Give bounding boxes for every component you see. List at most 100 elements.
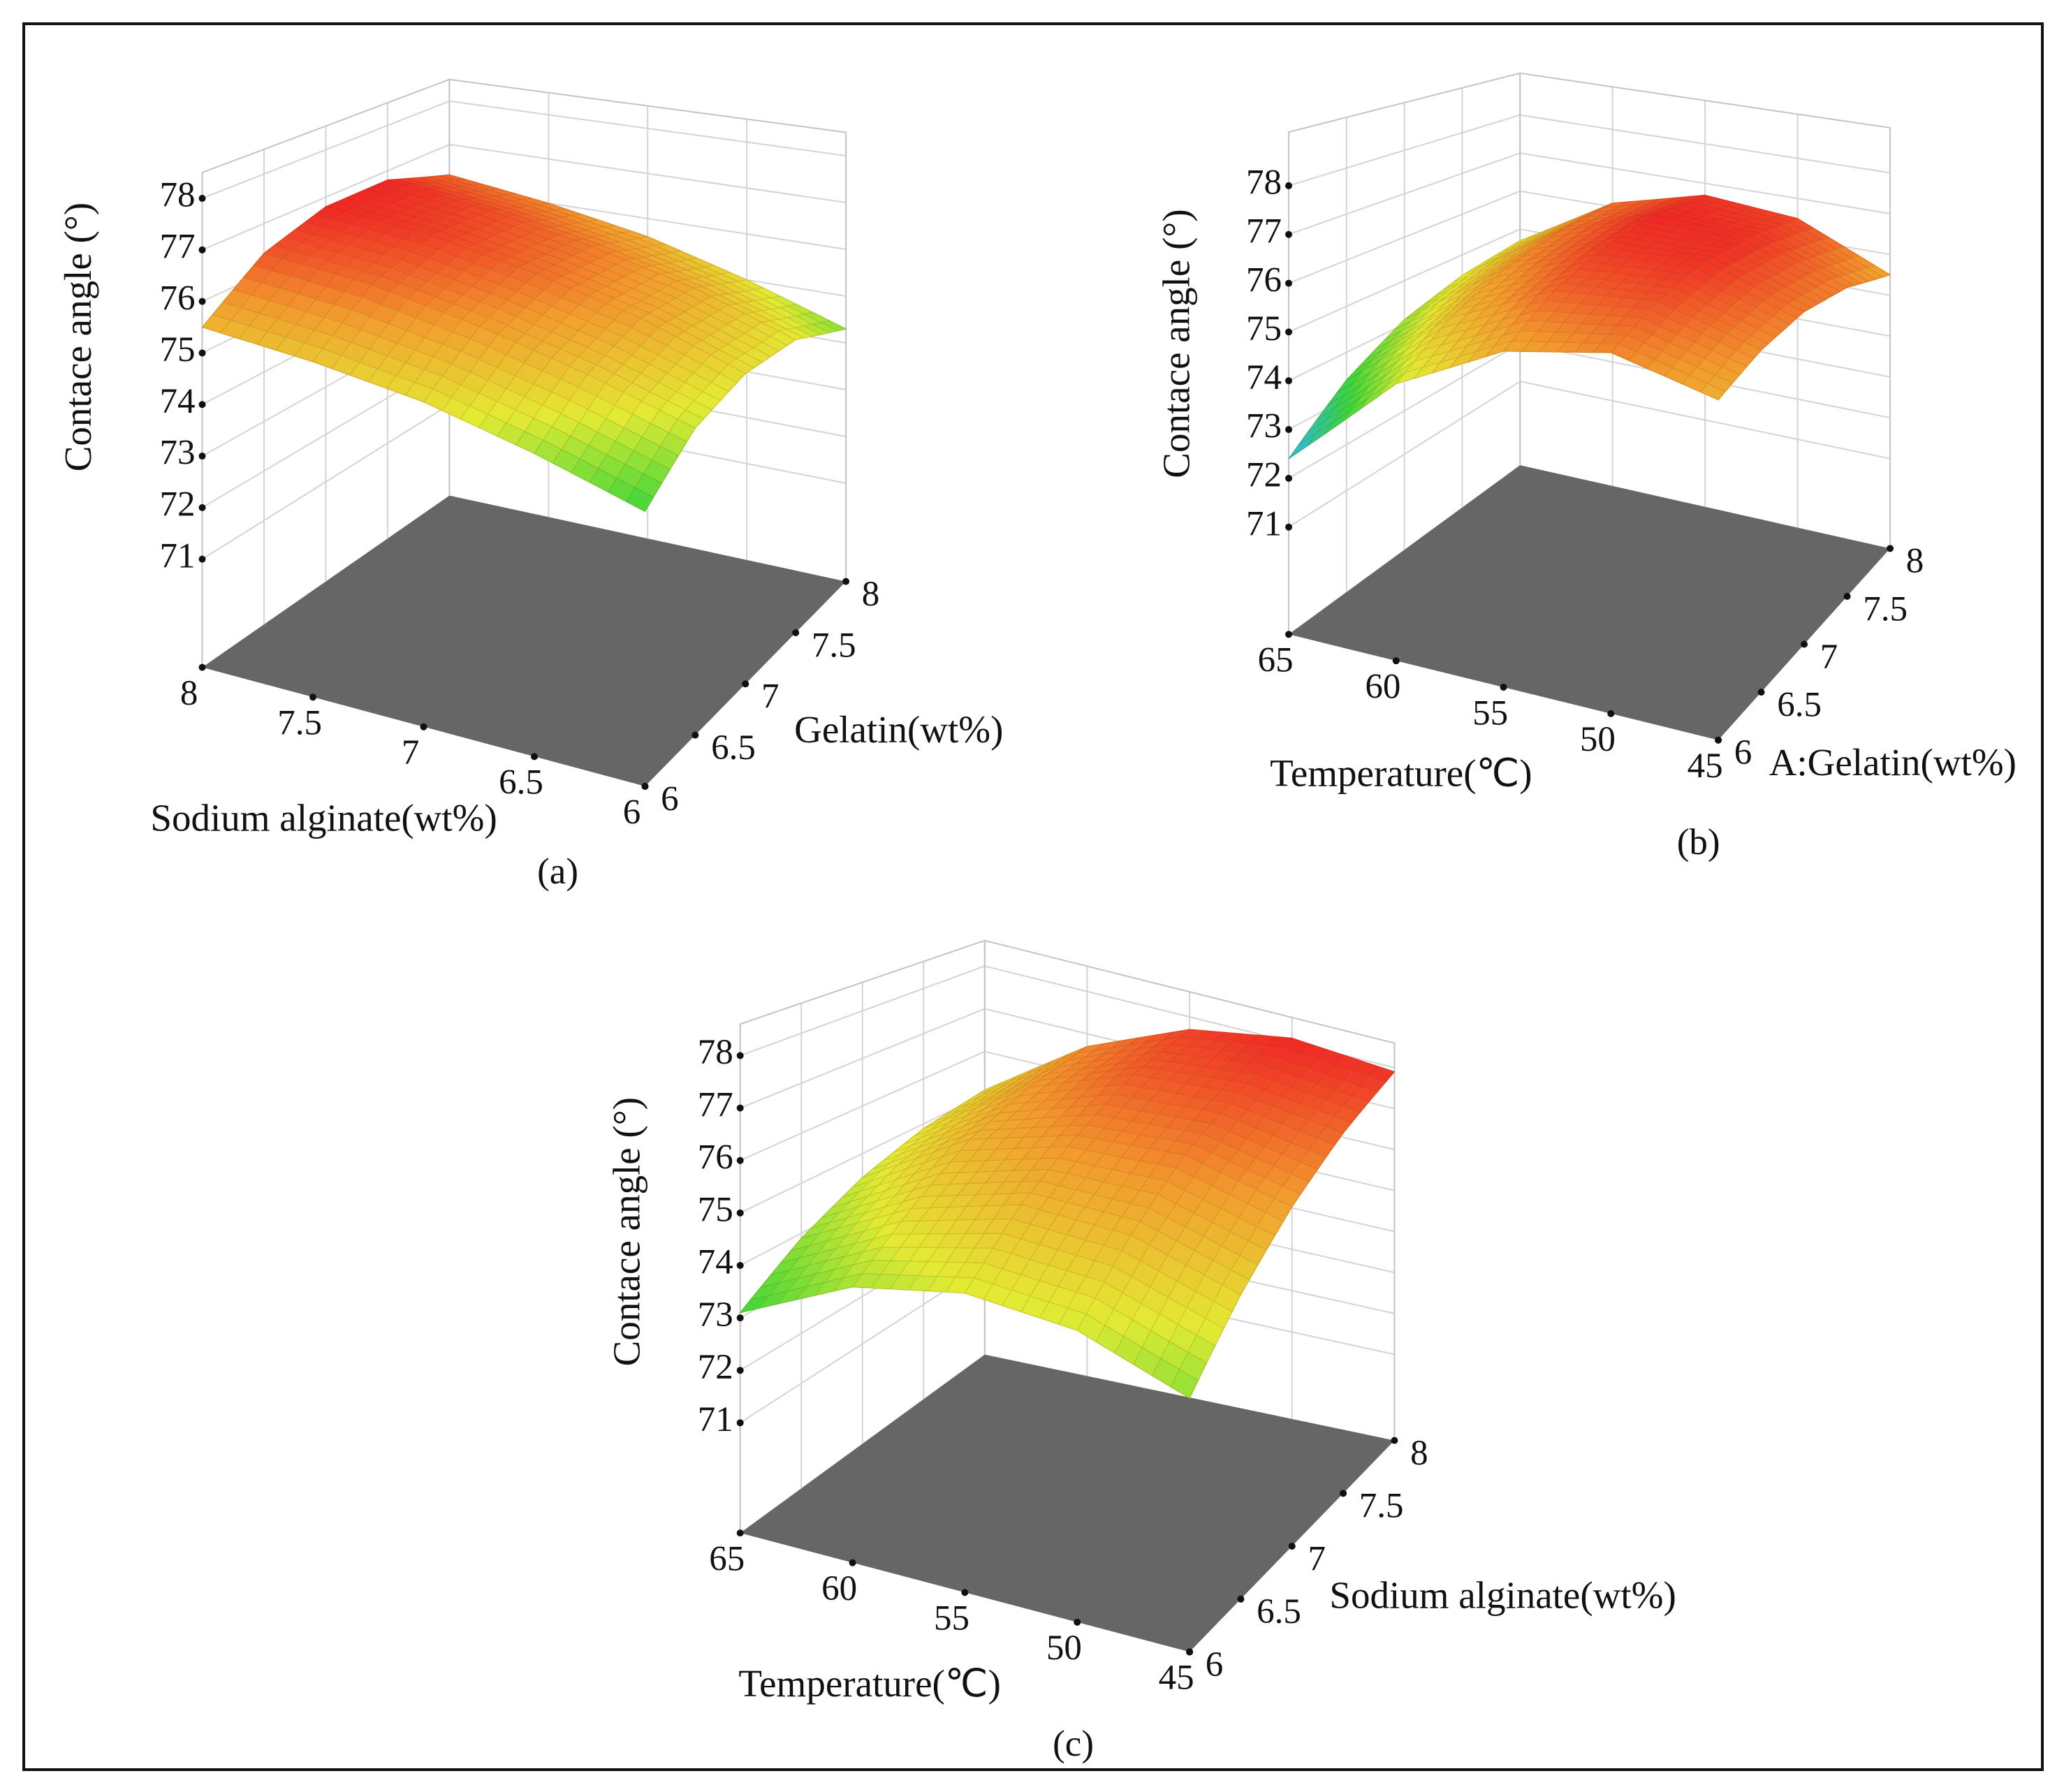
z-tick-label: 72	[1246, 456, 1282, 495]
z-tick	[1285, 279, 1293, 287]
x-tick-label: 6	[623, 793, 641, 832]
x-tick-label: 45	[1688, 747, 1723, 786]
surface-patch	[1288, 433, 1317, 460]
z-tick-label: 71	[698, 1400, 733, 1439]
y-tick-label: 8	[1410, 1434, 1428, 1473]
y-tick-label: 6.5	[711, 728, 756, 768]
z-tick-label: 73	[698, 1295, 733, 1335]
wall-grid-line	[202, 100, 847, 199]
z-tick-label: 73	[1246, 407, 1282, 446]
x-tick-label: 60	[1365, 667, 1400, 706]
z-tick-label: 74	[160, 382, 196, 421]
z-tick-label: 77	[698, 1085, 733, 1124]
z-tick	[198, 555, 206, 563]
z-tick-label: 72	[160, 485, 196, 524]
x-tick	[736, 1529, 744, 1537]
z-tick-label: 74	[1246, 358, 1282, 397]
y-tick	[1843, 592, 1851, 600]
x-tick	[1500, 684, 1507, 691]
surface-mesh	[626, 487, 654, 512]
z-tick	[1285, 426, 1293, 434]
x-axis-label: Temperature(℃)	[1270, 751, 1532, 794]
z-tick-label: 75	[698, 1191, 733, 1230]
z-tick-label: 74	[698, 1243, 733, 1282]
y-tick-label: 7.5	[812, 626, 856, 665]
panel-label: (a)	[537, 851, 578, 892]
x-tick	[420, 723, 427, 730]
z-tick-label: 77	[1246, 212, 1282, 251]
z-tick	[736, 1156, 744, 1164]
y-tick	[1801, 640, 1808, 648]
z-tick-label: 75	[1246, 309, 1282, 348]
x-tick-label: 65	[1258, 641, 1294, 680]
y-tick-label: 6	[1734, 733, 1752, 772]
z-tick-label: 76	[160, 279, 196, 318]
z-tick	[1285, 523, 1293, 531]
y-tick	[1237, 1595, 1245, 1603]
x-tick	[849, 1559, 856, 1566]
figure-border	[22, 22, 2044, 1771]
y-tick-label: 7.5	[1863, 589, 1908, 629]
y-tick-label: 6.5	[1777, 686, 1822, 725]
z-tick	[736, 1261, 744, 1269]
surface-patch	[626, 487, 654, 513]
y-tick	[1887, 545, 1894, 552]
x-tick	[530, 753, 538, 761]
z-tick	[736, 1419, 744, 1427]
z-tick	[198, 453, 206, 460]
z-tick	[736, 1367, 744, 1374]
z-tick-label: 72	[698, 1348, 733, 1387]
floor	[1289, 465, 1890, 740]
panel-label: (b)	[1677, 822, 1720, 862]
z-tick	[1285, 182, 1293, 189]
x-tick-label: 60	[821, 1569, 857, 1608]
z-tick-label: 71	[1246, 504, 1282, 543]
x-tick-label: 55	[934, 1599, 969, 1638]
x-tick	[1607, 710, 1615, 717]
z-tick-label: 77	[160, 228, 196, 267]
y-axis-label: Sodium alginate(wt%)	[1329, 1573, 1676, 1616]
y-tick	[1186, 1648, 1194, 1656]
x-tick	[1285, 631, 1293, 638]
y-tick	[1340, 1490, 1347, 1497]
z-tick	[1285, 474, 1293, 482]
y-tick-label: 6	[661, 779, 679, 818]
y-tick	[1715, 736, 1722, 744]
x-tick-label: 7.5	[277, 704, 322, 743]
x-tick-label: 65	[709, 1539, 745, 1578]
z-tick-label: 78	[160, 176, 196, 215]
x-tick-label: 8	[180, 674, 198, 713]
y-axis-label: Gelatin(wt%)	[794, 708, 1003, 751]
y-tick-label: 7	[1820, 638, 1838, 677]
z-axis-label: Contace angle (°)	[57, 203, 99, 471]
y-tick	[691, 731, 699, 739]
x-tick-label: 6.5	[499, 763, 543, 802]
y-tick	[641, 782, 649, 790]
x-axis-label: Temperature(℃)	[738, 1662, 1001, 1705]
z-tick	[1285, 377, 1293, 385]
y-tick-label: 7	[1308, 1539, 1326, 1578]
z-axis-label: Contace angle (°)	[605, 1097, 647, 1366]
z-tick	[198, 349, 206, 357]
y-tick-label: 8	[1906, 542, 1924, 581]
x-tick-label: 50	[1046, 1629, 1082, 1668]
z-tick	[198, 401, 206, 409]
z-tick-label: 73	[160, 434, 196, 473]
z-tick	[736, 1104, 744, 1112]
z-tick-label: 76	[698, 1138, 733, 1177]
x-tick	[1392, 657, 1400, 665]
z-tick-label: 78	[698, 1033, 733, 1072]
z-tick	[1285, 230, 1293, 238]
x-tick	[198, 663, 206, 671]
z-tick-label: 76	[1246, 260, 1282, 300]
z-tick	[198, 298, 206, 305]
y-tick	[792, 629, 800, 636]
y-tick-label: 7.5	[1359, 1487, 1404, 1526]
x-tick	[309, 693, 317, 701]
z-tick-label: 71	[160, 536, 196, 575]
y-tick-label: 6.5	[1257, 1592, 1301, 1631]
z-tick	[1285, 328, 1293, 336]
x-tick	[961, 1589, 969, 1596]
x-tick-label: 55	[1472, 693, 1508, 733]
